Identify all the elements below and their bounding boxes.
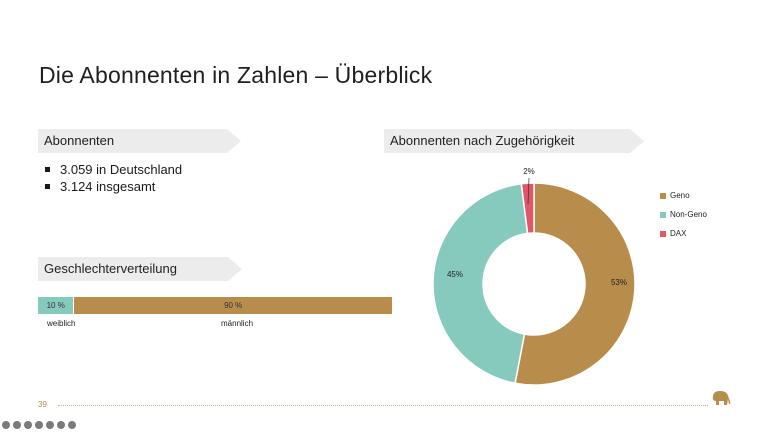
legend-item-dax: DAX bbox=[660, 224, 707, 243]
footer-divider bbox=[58, 405, 708, 406]
legend-item-geno: Geno bbox=[660, 186, 707, 205]
subtitles-icon[interactable] bbox=[35, 421, 43, 429]
dax-leader-line bbox=[527, 177, 530, 205]
elephant-logo-icon bbox=[712, 391, 731, 405]
legend-item-non-geno: Non-Geno bbox=[660, 205, 707, 224]
donut-slice-geno bbox=[514, 182, 636, 386]
slides-icon[interactable] bbox=[46, 421, 54, 429]
legend-label: Non-Geno bbox=[670, 210, 707, 219]
legend-label: DAX bbox=[670, 229, 687, 238]
legend-swatch bbox=[660, 192, 666, 199]
bullet-item: 3.124 insgesamt bbox=[44, 178, 182, 195]
slide-title: Die Abonnenten in Zahlen – Überblick bbox=[39, 62, 433, 88]
male-value-label: 90 % bbox=[224, 301, 243, 310]
male-label: männlich bbox=[221, 319, 254, 328]
female-label: weiblich bbox=[47, 319, 76, 328]
bullet-item: 3.059 in Deutschland bbox=[44, 161, 182, 178]
donut-label-geno: 53% bbox=[611, 278, 627, 287]
arrow-icon[interactable] bbox=[2, 421, 10, 429]
subscribers-header: Abonnenten bbox=[38, 129, 241, 153]
more-icon[interactable] bbox=[57, 421, 65, 429]
pen-icon[interactable] bbox=[13, 421, 21, 429]
donut-label-dax: 2% bbox=[523, 167, 535, 176]
legend-swatch bbox=[660, 230, 666, 237]
donut-slice-non-geno bbox=[432, 182, 529, 385]
legend-label: Geno bbox=[670, 191, 690, 200]
female-value-label: 10 % bbox=[46, 301, 65, 310]
next-icon[interactable] bbox=[68, 421, 76, 429]
legend-swatch bbox=[660, 211, 666, 218]
gender-segment-female: 10 % bbox=[38, 297, 74, 314]
presentation-toolbar bbox=[2, 421, 76, 429]
donut-label-non-geno: 45% bbox=[447, 270, 463, 279]
gender-header: Geschlechterverteilung bbox=[38, 257, 242, 281]
membership-header: Abonnenten nach Zugehörigkeit bbox=[384, 129, 644, 153]
chart-legend: Geno Non-Geno DAX bbox=[660, 186, 707, 243]
page-number: 39 bbox=[38, 400, 47, 409]
subscriber-bullets: 3.059 in Deutschland 3.124 insgesamt bbox=[44, 161, 182, 195]
zoom-icon[interactable] bbox=[24, 421, 32, 429]
gender-bar: 10 % 90 % bbox=[38, 297, 392, 314]
donut-slice-dax bbox=[520, 182, 535, 235]
gender-segment-male: 90 % bbox=[73, 297, 392, 314]
